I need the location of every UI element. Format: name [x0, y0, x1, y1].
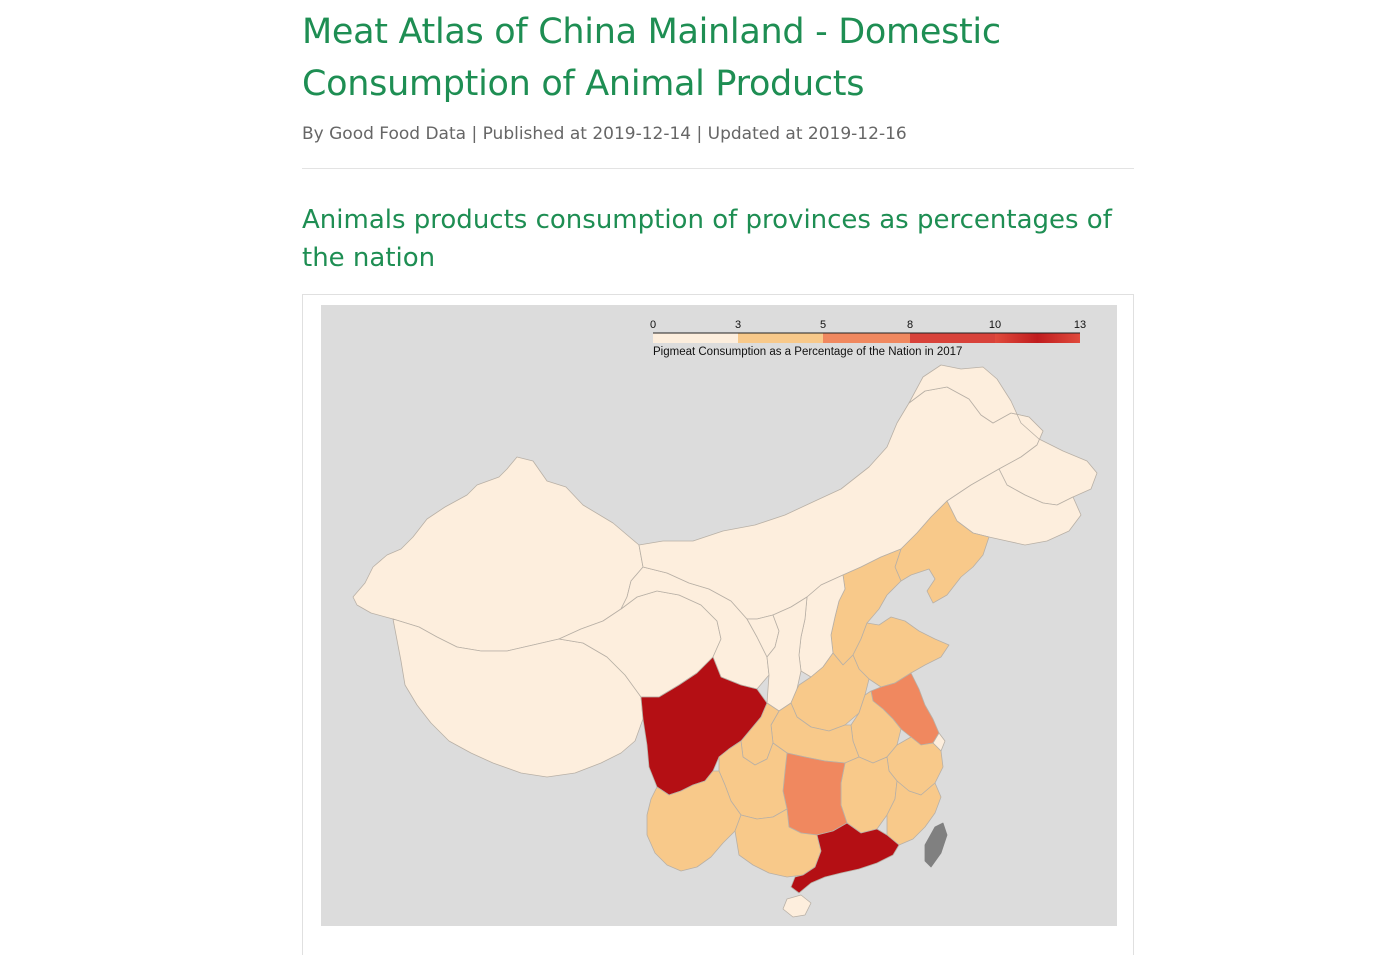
region-taiwan	[924, 822, 948, 868]
legend-tick: 10	[989, 319, 1001, 331]
legend: 0 3 5 8 10 13 Pigmeat Consumption as a P…	[650, 319, 1086, 358]
legend-title: Pigmeat Consumption as a Percentage of t…	[653, 346, 962, 358]
region-tibet	[392, 618, 644, 778]
map-regions	[352, 364, 1098, 918]
legend-band-3-5	[738, 333, 823, 343]
legend-tick: 13	[1074, 319, 1086, 331]
legend-tick: 5	[820, 319, 826, 331]
choropleth-map: 0 3 5 8 10 13 Pigmeat Consumption as a P…	[321, 305, 1117, 926]
legend-tick: 3	[735, 319, 741, 331]
legend-tick: 8	[907, 319, 913, 331]
divider	[302, 168, 1134, 169]
region-guangdong	[790, 822, 900, 894]
region-hainan	[782, 894, 812, 918]
article-meta: By Good Food Data | Published at 2019-12…	[302, 124, 907, 144]
figure-frame: 0 3 5 8 10 13 Pigmeat Consumption as a P…	[302, 294, 1134, 955]
legend-band-10-13	[995, 333, 1080, 343]
legend-band-5-8	[823, 333, 910, 343]
legend-band-8-10	[910, 333, 995, 343]
legend-band-0-3	[653, 333, 738, 343]
article-title: Meat Atlas of China Mainland - Domestic …	[302, 12, 1001, 104]
section-heading: Animals products consumption of province…	[302, 205, 1112, 273]
map-svg: 0 3 5 8 10 13 Pigmeat Consumption as a P…	[352, 319, 1098, 918]
region-shandong	[852, 616, 950, 688]
region-hunan	[782, 752, 848, 836]
legend-tick: 0	[650, 319, 656, 331]
